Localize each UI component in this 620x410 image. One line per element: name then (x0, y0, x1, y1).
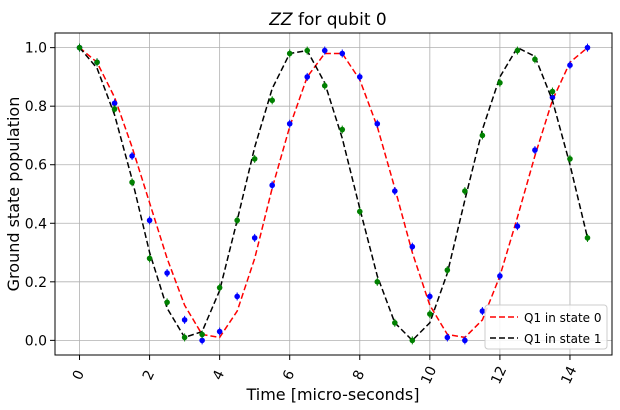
data-point (479, 132, 486, 139)
data-point (532, 56, 538, 63)
data-point (462, 188, 468, 194)
data-point (164, 299, 170, 306)
y-tick-label: 1.0 (25, 41, 47, 57)
data-point (234, 293, 240, 300)
data-point (339, 126, 346, 133)
data-point (356, 208, 363, 215)
data-point (286, 50, 293, 57)
chart-title: ZZ for qubit 0 (268, 10, 386, 30)
data-point (409, 337, 416, 344)
data-point (251, 156, 258, 162)
data-point (234, 217, 240, 224)
legend: Q1 in state 0 Q1 in state 1 (484, 304, 608, 350)
data-point (462, 337, 468, 344)
data-point (584, 44, 591, 51)
data-point (129, 153, 135, 159)
data-point (409, 243, 416, 250)
data-point (146, 217, 153, 224)
y-tick-label: 0.2 (25, 275, 47, 291)
data-point (392, 320, 398, 326)
y-tick-label: 0.0 (25, 333, 47, 349)
series-2 (76, 43, 591, 345)
data-point (374, 279, 381, 285)
series-2-fit-line (78, 46, 589, 342)
x-tick-label: 12 (488, 364, 510, 387)
data-point (251, 235, 258, 241)
data-point (321, 47, 328, 54)
data-point (94, 59, 100, 66)
data-point (76, 44, 83, 51)
data-point (427, 311, 433, 317)
chart-title-italic: ZZ (268, 10, 293, 30)
data-point (532, 147, 538, 153)
data-point (514, 223, 521, 229)
y-tick-label: 0.6 (25, 158, 47, 174)
series-1-fit-line (79, 47, 588, 339)
data-point (216, 284, 223, 291)
data-point (514, 47, 521, 54)
series-layer (76, 43, 591, 345)
data-point (129, 179, 135, 186)
data-point (549, 88, 556, 95)
data-point (321, 82, 328, 89)
data-point (567, 156, 573, 162)
data-point (356, 74, 363, 80)
plot-frame (54, 32, 613, 356)
data-point (111, 100, 118, 107)
data-point (444, 334, 451, 341)
axes: 0 2 4 6 8 10 12 140.00.20.40.60.81.0 (25, 41, 581, 387)
data-point (199, 337, 205, 344)
data-point (216, 328, 223, 335)
data-point (181, 317, 188, 323)
y-tick-label: 0.8 (25, 99, 47, 115)
data-point (269, 97, 275, 104)
legend-label: Q1 in state 1 (524, 332, 602, 346)
data-point (269, 182, 275, 189)
data-point (304, 47, 311, 54)
data-point (427, 293, 433, 300)
data-point (339, 50, 346, 57)
data-point (497, 79, 503, 86)
data-point (181, 334, 188, 341)
data-point (304, 74, 311, 80)
data-point (444, 267, 451, 273)
x-tick-label: 10 (418, 364, 440, 387)
data-point (584, 235, 591, 241)
grid-lines (55, 33, 612, 355)
data-point (497, 273, 503, 279)
legend-label: Q1 in state 0 (524, 311, 602, 325)
data-point (549, 94, 556, 101)
data-point (164, 270, 170, 276)
data-point (199, 331, 205, 338)
legend-box (484, 304, 608, 350)
data-point (286, 120, 293, 127)
data-point (479, 308, 486, 314)
y-tick-label: 0.4 (25, 216, 47, 232)
data-point (146, 255, 153, 262)
data-point (374, 120, 381, 127)
data-point (392, 188, 398, 194)
y-axis-label: Ground state population (4, 97, 23, 292)
data-point (111, 106, 118, 112)
x-tick-label: 14 (558, 364, 580, 387)
chart-title-rest: for qubit 0 (293, 10, 387, 30)
x-axis-label: Time [micro-seconds] (245, 385, 419, 404)
data-point (567, 62, 573, 68)
